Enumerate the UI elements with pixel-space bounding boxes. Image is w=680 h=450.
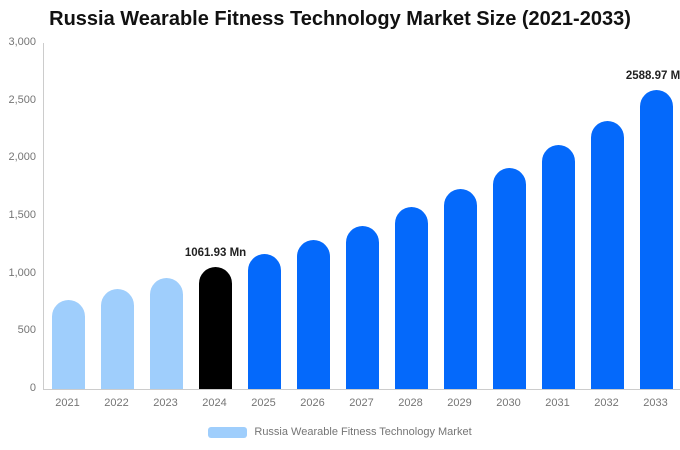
bar-slot-2028: [387, 43, 436, 389]
x-label-2024: 2024: [202, 397, 227, 409]
bar-value-label-2033: 2588.97 Mn: [625, 70, 680, 83]
x-label-2033: 2033: [643, 397, 668, 409]
bar-slot-2029: [436, 43, 485, 389]
bar-slot-2025: [240, 43, 289, 389]
y-tick-1500: 1,500: [8, 209, 36, 221]
bar-2023[interactable]: [150, 278, 183, 389]
x-label-2029: 2029: [447, 397, 472, 409]
x-label-2032: 2032: [594, 397, 619, 409]
x-label-2025: 2025: [251, 397, 276, 409]
bar-2032[interactable]: [591, 120, 624, 389]
bar-2031[interactable]: [542, 144, 575, 389]
bar-slot-2021: [44, 43, 93, 389]
legend-swatch: [208, 426, 248, 438]
chart-title: Russia Wearable Fitness Technology Marke…: [49, 8, 631, 30]
y-tick-500: 500: [17, 324, 36, 337]
x-label-2031: 2031: [545, 397, 570, 409]
x-label-2027: 2027: [349, 397, 374, 409]
bar-slot-2024: 1061.93 Mn: [185, 43, 246, 389]
legend-item[interactable]: Russia Wearable Fitness Technology Marke…: [0, 426, 680, 438]
bar-2026[interactable]: [297, 240, 330, 389]
plot-area: 1061.93 Mn 2588.97 Mn: [43, 43, 680, 390]
bar-2025[interactable]: [248, 253, 281, 389]
bar-2033[interactable]: [640, 90, 673, 389]
bar-slot-2023: [142, 43, 191, 389]
bar-value-label-2024: 1061.93 Mn: [184, 246, 247, 259]
y-tick-1000: 1,000: [8, 266, 36, 279]
bar-2029[interactable]: [444, 188, 477, 389]
y-tick-2000: 2,000: [8, 151, 36, 164]
bar-slot-2031: [534, 43, 583, 389]
x-label-2030: 2030: [496, 397, 521, 409]
bar-2028[interactable]: [395, 207, 428, 389]
x-label-2022: 2022: [104, 397, 129, 409]
y-tick-3000: 3,000: [8, 36, 36, 48]
bar-2024[interactable]: [199, 266, 232, 389]
bar-2021[interactable]: [52, 299, 85, 389]
bar-2030[interactable]: [493, 168, 526, 389]
bar-slot-2026: [289, 43, 338, 389]
bar-slot-2033: 2588.97 Mn: [626, 43, 680, 389]
bar-slot-2027: [338, 43, 387, 389]
bar-2022[interactable]: [101, 289, 134, 389]
x-label-2026: 2026: [300, 397, 325, 409]
x-label-2021: 2021: [55, 397, 80, 409]
legend-label: Russia Wearable Fitness Technology Marke…: [254, 426, 472, 438]
bar-slot-2032: [583, 43, 632, 389]
y-tick-0: 0: [29, 382, 36, 394]
x-label-2028: 2028: [398, 397, 423, 409]
x-label-2023: 2023: [153, 397, 178, 409]
bar-2027[interactable]: [346, 225, 379, 389]
bar-slot-2030: [485, 43, 534, 389]
y-tick-2500: 2,500: [8, 93, 36, 106]
bar-slot-2022: [93, 43, 142, 389]
